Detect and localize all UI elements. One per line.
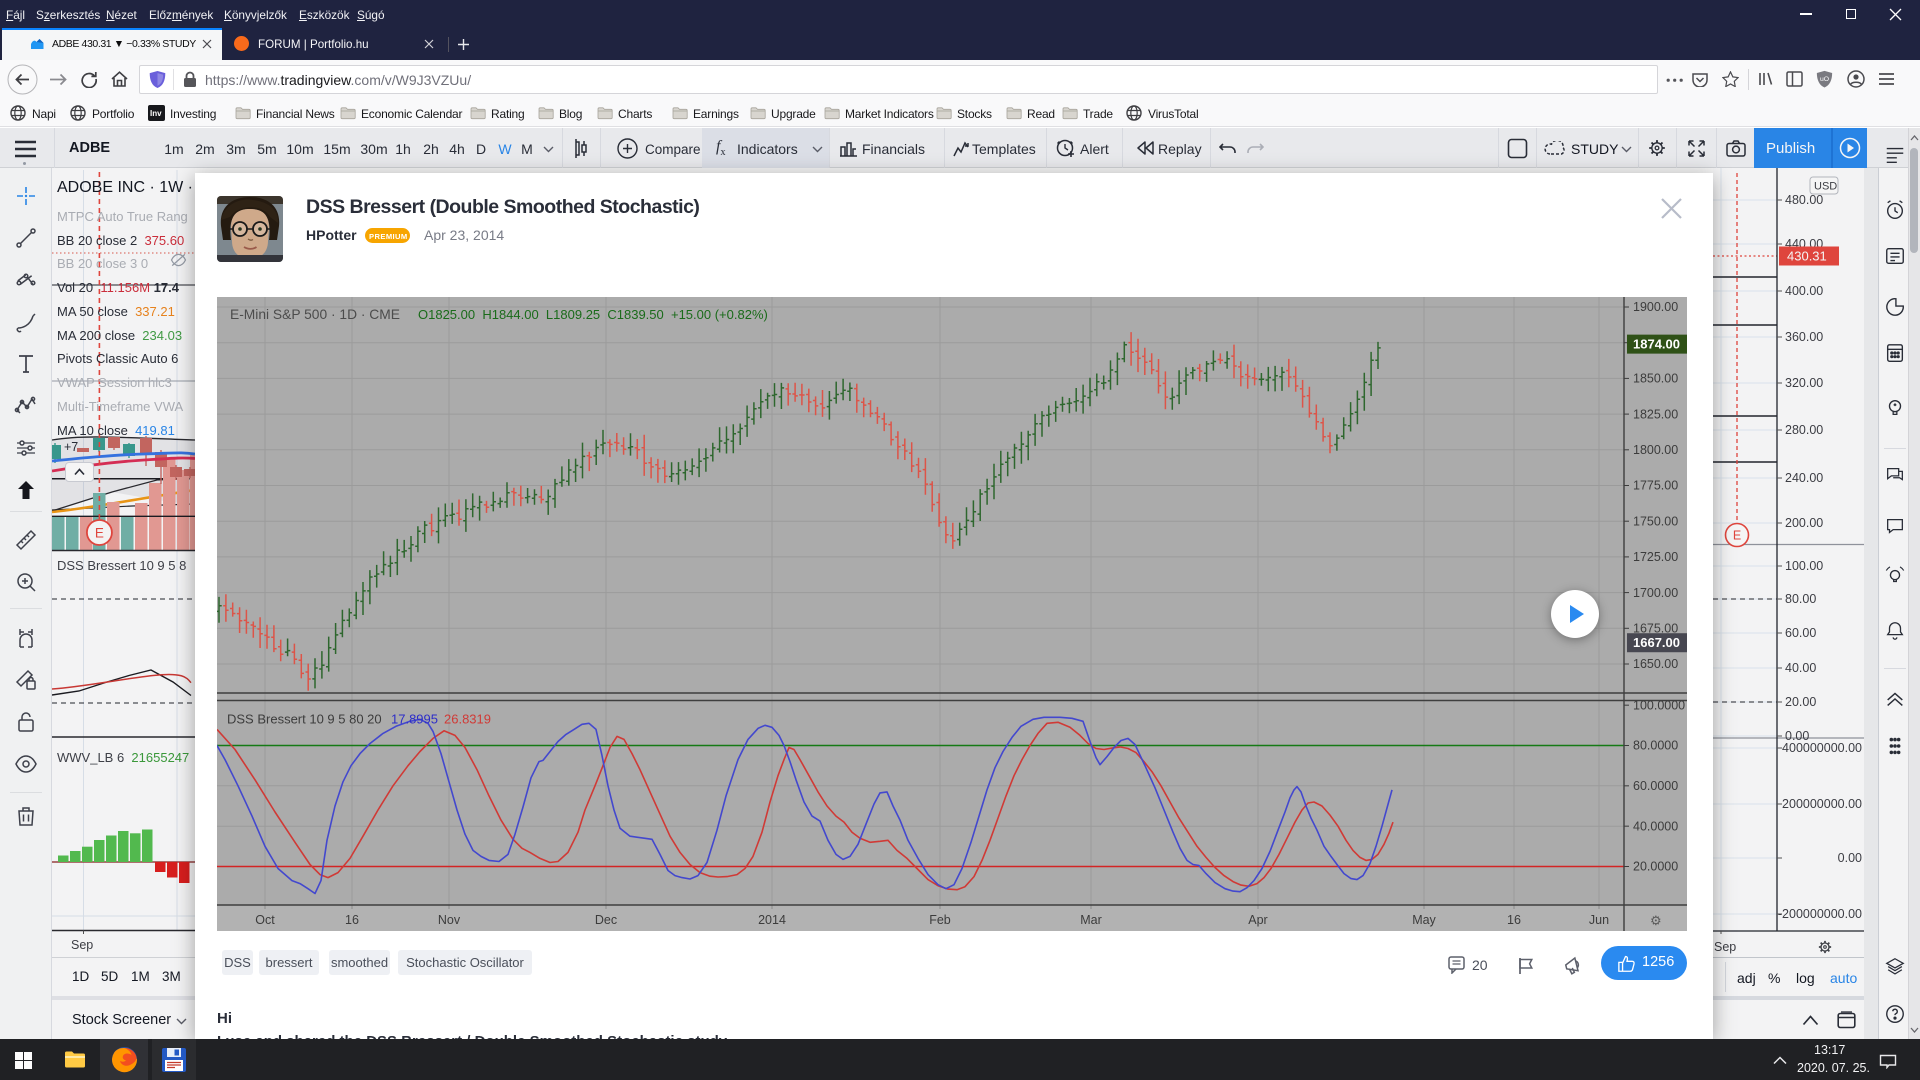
svg-text:200.00: 200.00 (1785, 516, 1823, 530)
svg-text:16: 16 (345, 913, 359, 927)
svg-text:1650.00: 1650.00 (1633, 657, 1678, 671)
svg-text:480.00: 480.00 (1785, 193, 1823, 207)
svg-text:E: E (95, 526, 104, 541)
svg-text:E-Mini S&P 500 · 1D · CME: E-Mini S&P 500 · 1D · CME (230, 307, 400, 322)
svg-text:360.00: 360.00 (1785, 330, 1823, 344)
svg-text:400.00: 400.00 (1785, 284, 1823, 298)
svg-text:May: May (1412, 913, 1436, 927)
svg-text:60.00: 60.00 (1785, 626, 1816, 640)
svg-text:1800.00: 1800.00 (1633, 443, 1678, 457)
svg-text:1850.00: 1850.00 (1633, 372, 1678, 386)
svg-text:320.00: 320.00 (1785, 376, 1823, 390)
svg-text:40.0000: 40.0000 (1633, 819, 1678, 833)
svg-text:26.8319: 26.8319 (444, 712, 491, 727)
svg-text:0.00: 0.00 (1785, 729, 1809, 743)
svg-text:80.0000: 80.0000 (1633, 739, 1678, 753)
svg-text:Dec: Dec (595, 913, 617, 927)
svg-text:1675.00: 1675.00 (1633, 622, 1678, 636)
svg-text:Jun: Jun (1589, 913, 1609, 927)
svg-text:E: E (1733, 529, 1741, 543)
svg-text:100.00: 100.00 (1785, 559, 1823, 573)
svg-text:1667.00: 1667.00 (1633, 635, 1680, 650)
svg-text:DSS Bressert 10 9 5 80 20: DSS Bressert 10 9 5 80 20 (227, 712, 382, 727)
svg-text:1725.00: 1725.00 (1633, 550, 1678, 564)
svg-text:0.00: 0.00 (1838, 851, 1862, 865)
svg-text:80.00: 80.00 (1785, 592, 1816, 606)
svg-text:240.00: 240.00 (1785, 471, 1823, 485)
svg-text:1700.00: 1700.00 (1633, 586, 1678, 600)
svg-text:200000000.00: 200000000.00 (1782, 797, 1862, 811)
svg-text:280.00: 280.00 (1785, 423, 1823, 437)
svg-text:1750.00: 1750.00 (1633, 514, 1678, 528)
svg-text:20.00: 20.00 (1785, 695, 1816, 709)
svg-text:USD: USD (1814, 181, 1837, 193)
svg-text:Oct: Oct (255, 913, 275, 927)
svg-text:2014: 2014 (758, 913, 786, 927)
svg-text:1825.00: 1825.00 (1633, 407, 1678, 421)
svg-text:uO: uO (1820, 76, 1829, 83)
svg-text:60.0000: 60.0000 (1633, 779, 1678, 793)
svg-text:16: 16 (1507, 913, 1521, 927)
svg-text:Mar: Mar (1080, 913, 1102, 927)
svg-text:1775.00: 1775.00 (1633, 479, 1678, 493)
svg-text:1900.00: 1900.00 (1633, 300, 1678, 314)
svg-text:Apr: Apr (1248, 913, 1267, 927)
svg-text:1874.00: 1874.00 (1633, 337, 1680, 352)
svg-text:400000000.00: 400000000.00 (1782, 741, 1862, 755)
svg-text:100.0000: 100.0000 (1633, 698, 1685, 712)
svg-text:Nov: Nov (438, 913, 461, 927)
svg-text:Feb: Feb (929, 913, 951, 927)
svg-text:17.8995: 17.8995 (391, 712, 438, 727)
svg-text:Sep: Sep (1714, 940, 1736, 954)
svg-text:⚙: ⚙ (1650, 913, 1662, 928)
svg-text:O1825.00 H1844.00 L1809.25: O1825.00 H1844.00 L1809.25 C1839.50 +15.… (418, 307, 768, 322)
svg-text:40.00: 40.00 (1785, 661, 1816, 675)
svg-text:430.31: 430.31 (1787, 249, 1827, 264)
svg-text:-200000000.00: -200000000.00 (1778, 907, 1862, 921)
svg-text:20.0000: 20.0000 (1633, 860, 1678, 874)
